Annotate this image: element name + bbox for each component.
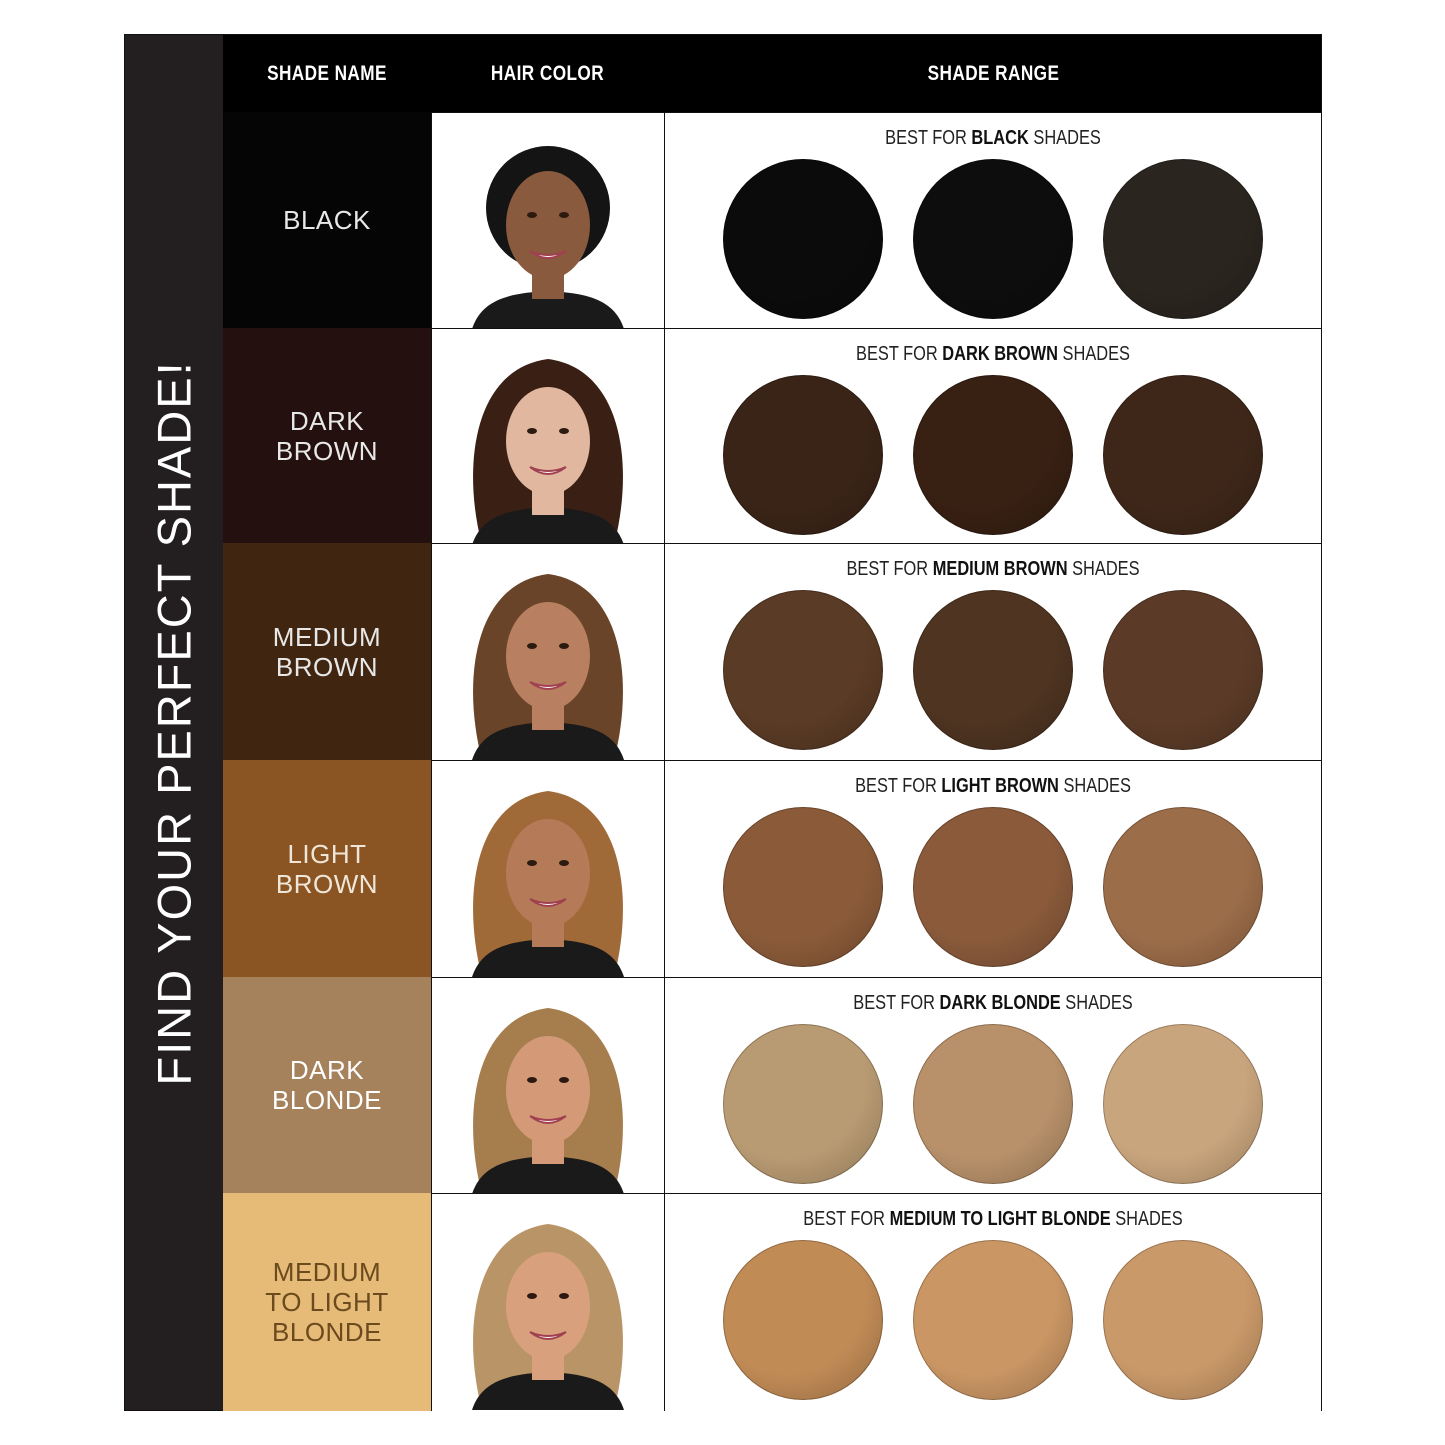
portrait-image [472,146,624,328]
shade-name-label: LIGHT BROWN [275,838,379,899]
shade-swatch[interactable] [913,159,1073,319]
shade-swatch[interactable] [723,375,883,535]
sidebar-title: FIND YOUR PERFECT SHADE! [147,359,201,1086]
shade-name-label: DARK BLONDE [272,1055,382,1115]
label-prefix: BEST FOR [885,127,967,149]
shade-row: DARK BLONDE BEST FOR DARK BLONDE SHADES [223,977,1321,1193]
best-for-shade: MEDIUM BROWN [932,558,1068,580]
portrait-image [472,359,624,543]
portrait-image [472,1224,624,1410]
shade-swatch[interactable] [1103,807,1263,967]
label-suffix: SHADES [1033,127,1101,149]
label-suffix: SHADES [1062,343,1130,365]
shade-swatch[interactable] [1103,1240,1263,1400]
shade-range: BEST FOR DARK BROWN SHADES [664,328,1321,543]
model-photo [431,112,664,328]
label-prefix: BEST FOR [853,992,935,1014]
portrait-image [472,574,624,760]
table-header: SHADE NAME HAIR COLOR SHADE RANGE [223,35,1321,112]
model-photo [431,760,664,977]
header-shade-name: SHADE NAME [267,62,387,85]
shade-swatch[interactable] [913,375,1073,535]
shade-name: LIGHT BROWN [223,760,431,977]
shade-swatch[interactable] [1103,159,1263,319]
model-photo [431,977,664,1193]
shade-swatch[interactable] [913,807,1073,967]
shade-swatch[interactable] [723,1024,883,1184]
best-for-label: BEST FOR LIGHT BROWN SHADES [724,775,1262,798]
label-prefix: BEST FOR [856,343,938,365]
label-suffix: SHADES [1063,775,1131,797]
shade-swatch[interactable] [913,1024,1073,1184]
shade-swatch[interactable] [1103,590,1263,750]
best-for-shade: DARK BLONDE [939,992,1061,1014]
shade-range: BEST FOR MEDIUM BROWN SHADES [664,543,1321,760]
shade-range: BEST FOR LIGHT BROWN SHADES [664,760,1321,977]
shade-swatch[interactable] [1103,375,1263,535]
best-for-shade: LIGHT BROWN [941,775,1059,797]
portrait-image [472,791,624,977]
shade-name-label: DARK BROWN [275,405,379,466]
best-for-shade: BLACK [971,127,1029,149]
shade-swatch[interactable] [723,159,883,319]
shade-row: BLACK BEST FOR BLACK SHADES [223,112,1321,328]
header-shade-range: SHADE RANGE [927,62,1060,85]
shade-swatch[interactable] [723,807,883,967]
shade-row: DARK BROWN BEST FOR DARK BROWN SHADES [223,328,1321,543]
label-suffix: SHADES [1072,558,1140,580]
shade-chart: FIND YOUR PERFECT SHADE! SHADE NAME HAIR… [124,34,1322,1411]
shade-swatch[interactable] [723,590,883,750]
shade-swatch[interactable] [913,1240,1073,1400]
shade-swatch[interactable] [913,590,1073,750]
model-photo [431,1193,664,1411]
sidebar: FIND YOUR PERFECT SHADE! [125,35,223,1410]
shade-name-label: BLACK [283,205,371,235]
shade-range: BEST FOR BLACK SHADES [664,112,1321,328]
label-prefix: BEST FOR [803,1208,886,1230]
best-for-label: BEST FOR MEDIUM TO LIGHT BLONDE SHADES [724,1208,1262,1231]
shade-name-label: MEDIUM TO LIGHT BLONDE [265,1257,389,1347]
best-for-label: BEST FOR DARK BLONDE SHADES [724,992,1262,1015]
best-for-shade: DARK BROWN [942,343,1058,365]
label-prefix: BEST FOR [846,558,929,580]
best-for-label: BEST FOR MEDIUM BROWN SHADES [724,558,1262,581]
shade-range: BEST FOR DARK BLONDE SHADES [664,977,1321,1193]
shade-range: BEST FOR MEDIUM TO LIGHT BLONDE SHADES [664,1193,1321,1411]
shade-name: MEDIUM TO LIGHT BLONDE [223,1193,431,1411]
best-for-shade: MEDIUM TO LIGHT BLONDE [889,1208,1111,1230]
shade-name: DARK BLONDE [223,977,431,1193]
shade-name-label: MEDIUM BROWN [272,621,382,682]
model-photo [431,328,664,543]
model-photo [431,543,664,760]
shade-row: MEDIUM TO LIGHT BLONDE BEST FOR MEDIUM T… [223,1193,1321,1411]
label-suffix: SHADES [1065,992,1133,1014]
label-suffix: SHADES [1115,1208,1183,1230]
shade-name: BLACK [223,112,431,328]
shade-name: DARK BROWN [223,328,431,543]
portrait-image [472,1008,624,1193]
label-prefix: BEST FOR [855,775,937,797]
shade-name: MEDIUM BROWN [223,543,431,760]
shade-row: MEDIUM BROWN BEST FOR MEDIUM BROWN SHADE… [223,543,1321,760]
header-hair-color: HAIR COLOR [490,62,605,85]
shade-swatch[interactable] [1103,1024,1263,1184]
shade-swatch[interactable] [723,1240,883,1400]
shade-row: LIGHT BROWN BEST FOR LIGHT BROWN SHADES [223,760,1321,977]
best-for-label: BEST FOR BLACK SHADES [724,127,1262,150]
best-for-label: BEST FOR DARK BROWN SHADES [724,343,1262,366]
